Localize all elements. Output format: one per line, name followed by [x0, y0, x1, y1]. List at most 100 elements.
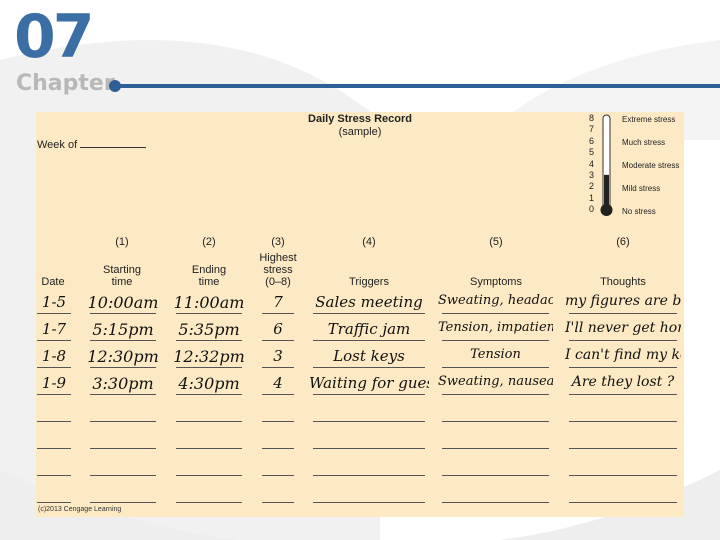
row-underline — [37, 475, 71, 476]
row-underline — [569, 475, 677, 476]
column-number: (4) — [362, 236, 376, 248]
row-underline — [313, 502, 425, 503]
copyright-text: (c)2013 Cengage Learning — [38, 506, 122, 513]
chapter-number: 07 — [14, 2, 94, 72]
row-underline — [262, 367, 294, 368]
column-header: Starting time — [82, 264, 162, 288]
column-header-line: time — [198, 276, 220, 288]
handwritten-entry: 6 — [273, 320, 283, 338]
scale-number: 8 — [588, 113, 594, 123]
handwritten-entry: my figures are bad — [565, 293, 681, 309]
week-of-label: Week of — [37, 139, 78, 151]
row-underline — [442, 502, 549, 503]
row-underline — [262, 448, 294, 449]
row-underline — [262, 313, 294, 314]
row-underline — [37, 502, 71, 503]
row-underline — [176, 421, 242, 422]
row-underline — [569, 367, 677, 368]
row-underline — [176, 502, 242, 503]
scale-label: Moderate stress — [622, 161, 680, 170]
scale-label: Extreme stress — [622, 115, 676, 124]
column-number: (6) — [616, 236, 630, 248]
row-underline — [37, 394, 71, 395]
row-underline — [569, 421, 677, 422]
column-number: (2) — [202, 236, 216, 248]
column-header: Highest stress (0–8) — [238, 252, 318, 288]
row-underline — [37, 340, 71, 341]
row-underline — [176, 313, 242, 314]
column-header: Thoughts — [583, 276, 663, 288]
row-underline — [90, 448, 156, 449]
column-header: Triggers — [329, 276, 409, 288]
handwritten-entry: Sweating, headache — [438, 293, 553, 308]
scale-number: 6 — [588, 135, 594, 146]
chapter-line-dot — [109, 80, 121, 92]
week-of-field: Week of — [37, 138, 147, 151]
handwritten-entry: 12:32pm — [173, 347, 245, 366]
row-underline — [37, 421, 71, 422]
row-underline — [176, 475, 242, 476]
column-header: Symptoms — [456, 276, 536, 288]
column-header: Ending time — [169, 264, 249, 288]
row-underline — [262, 421, 294, 422]
thermometer-fill — [604, 174, 609, 211]
column-header-line: Ending — [191, 264, 227, 276]
row-underline — [442, 394, 549, 395]
thermometer-icon — [600, 114, 613, 216]
scale-label: Mild stress — [622, 184, 661, 193]
row-underline — [569, 340, 677, 341]
handwritten-entry: Sweating, nausea — [438, 374, 553, 389]
column-header-line: Starting — [103, 264, 141, 276]
row-underline — [176, 340, 242, 341]
column-number: (3) — [271, 236, 285, 248]
column-header-line: Highest — [259, 252, 297, 264]
handwritten-entry: 1-7 — [41, 320, 67, 338]
row-underline — [442, 367, 549, 368]
handwritten-entry: 1-8 — [41, 347, 67, 365]
column-header-line: (0–8) — [265, 276, 291, 288]
row-underline — [313, 313, 425, 314]
handwritten-entry: 1-5 — [41, 293, 67, 311]
record-subtitle: (sample) — [338, 126, 382, 138]
handwritten-entry: 4 — [273, 374, 283, 392]
row-underline — [262, 340, 294, 341]
handwritten-entry: 12:30pm — [87, 347, 159, 366]
handwritten-entry: 3 — [273, 347, 283, 365]
row-underline — [313, 421, 425, 422]
row-underline — [90, 340, 156, 341]
handwritten-entry: Tension — [470, 347, 521, 362]
row-underline — [569, 502, 677, 503]
row-underline — [37, 367, 71, 368]
column-header-line: Triggers — [349, 276, 389, 288]
scale-number: 0 — [588, 204, 594, 215]
row-underline — [90, 475, 156, 476]
scale-number: 7 — [588, 124, 594, 135]
row-underline — [442, 313, 549, 314]
row-underline — [569, 448, 677, 449]
row-underline — [313, 448, 425, 449]
handwritten-entry: Sales meeting — [315, 293, 423, 311]
handwritten-entry: 11:00am — [173, 293, 245, 312]
row-underline — [313, 367, 425, 368]
row-underline — [442, 340, 549, 341]
column-header-line: Symptoms — [470, 276, 522, 288]
handwritten-entry: Waiting for guests — [309, 374, 429, 392]
row-underline — [37, 448, 71, 449]
row-underline — [313, 475, 425, 476]
chapter-line — [116, 84, 720, 88]
row-underline — [313, 394, 425, 395]
handwritten-entry: 1-9 — [41, 374, 67, 392]
stress-record-sheet — [36, 112, 684, 517]
row-underline — [90, 394, 156, 395]
scale-label: Much stress — [622, 138, 666, 147]
handwritten-entry: 7 — [273, 293, 283, 311]
row-underline — [262, 475, 294, 476]
chapter-label: Chapter — [16, 71, 115, 96]
row-underline — [176, 448, 242, 449]
column-header-line: time — [111, 276, 133, 288]
column-number: (5) — [489, 236, 503, 248]
row-underline — [90, 313, 156, 314]
scale-number: 2 — [588, 181, 594, 192]
row-underline — [313, 340, 425, 341]
